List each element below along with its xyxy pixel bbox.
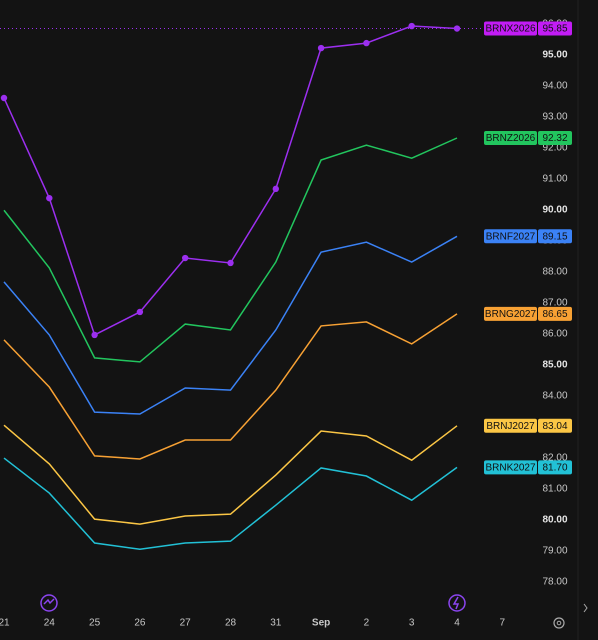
x-tick-label: 24 xyxy=(44,618,56,629)
y-tick-label: 88.00 xyxy=(542,267,567,278)
y-tick-label: 94.00 xyxy=(542,81,567,92)
x-tick-label: 31 xyxy=(270,618,282,629)
point xyxy=(136,308,144,316)
legend-box xyxy=(484,229,537,244)
y-tick-label: 85.00 xyxy=(542,360,567,371)
point xyxy=(317,44,325,52)
legend-box xyxy=(484,418,537,433)
value-label: 89.15 xyxy=(542,231,567,242)
y-tick-label: 82.00 xyxy=(542,453,567,464)
point xyxy=(272,185,279,193)
y-tick-label: 95.00 xyxy=(542,50,567,61)
replay-icon[interactable] xyxy=(40,594,58,612)
y-tick-label: 87.00 xyxy=(542,298,567,309)
y-tick-label: 93.00 xyxy=(542,112,567,123)
point xyxy=(453,25,461,32)
legend-label: BRNG2027 xyxy=(485,309,537,320)
value-box xyxy=(538,460,572,475)
legend-label: BRNJ2027 xyxy=(486,421,535,432)
x-tick-label: Sep xyxy=(312,618,330,629)
value-label: 83.04 xyxy=(542,421,567,432)
legend-label: BRNZ2026 xyxy=(486,133,536,144)
y-tick-label: 92.00 xyxy=(542,143,567,154)
value-label: 95.85 xyxy=(542,24,567,35)
value-label: 92.32 xyxy=(542,133,567,144)
value-label: 86.65 xyxy=(542,309,567,320)
point xyxy=(227,259,234,267)
series-line xyxy=(3,424,458,525)
series-line xyxy=(3,457,458,550)
y-tick-label: 78.00 xyxy=(542,577,567,588)
y-tick-label: 80.00 xyxy=(542,515,567,526)
point xyxy=(0,94,8,102)
y-tick-label: 86.00 xyxy=(542,329,567,340)
lightning-icon[interactable] xyxy=(448,594,466,612)
point xyxy=(91,331,98,339)
x-tick-label: 27 xyxy=(180,618,192,629)
x-tick-label: 3 xyxy=(409,618,415,629)
legend-box xyxy=(484,460,537,475)
value-box xyxy=(538,229,572,244)
legend-label: BRNF2027 xyxy=(486,231,536,242)
scroll-arrow[interactable] xyxy=(583,603,588,613)
legend-box xyxy=(484,306,537,321)
y-tick-label: 91.00 xyxy=(542,174,567,185)
legend-label: BRNX2026 xyxy=(485,24,535,35)
point xyxy=(46,194,53,202)
series-line xyxy=(3,137,458,363)
y-tick-label: 90.00 xyxy=(542,205,567,216)
x-tick-label: 25 xyxy=(89,618,101,629)
value-box xyxy=(538,418,572,433)
x-tick-label: 4 xyxy=(454,618,460,629)
y-tick-label: 84.00 xyxy=(542,391,567,402)
legend-label: BRNK2027 xyxy=(485,462,535,473)
series-line xyxy=(3,235,458,415)
x-tick-label: 21 xyxy=(0,618,10,629)
point xyxy=(363,39,370,47)
x-tick-label: 28 xyxy=(225,618,237,629)
y-tick-label: 79.00 xyxy=(542,546,567,557)
x-tick-label: 2 xyxy=(364,618,370,629)
point xyxy=(408,22,415,30)
x-tick-label: 7 xyxy=(500,618,506,629)
legend-box xyxy=(484,21,537,36)
value-box xyxy=(538,131,572,146)
value-box xyxy=(538,306,572,321)
series-line xyxy=(3,313,458,460)
value-label: 81.70 xyxy=(542,462,567,473)
legend-box xyxy=(484,131,537,146)
settings-icon[interactable] xyxy=(553,617,565,629)
y-tick-label: 81.00 xyxy=(542,484,567,495)
point xyxy=(182,254,189,262)
value-box xyxy=(538,21,572,36)
x-tick-label: 26 xyxy=(134,618,146,629)
